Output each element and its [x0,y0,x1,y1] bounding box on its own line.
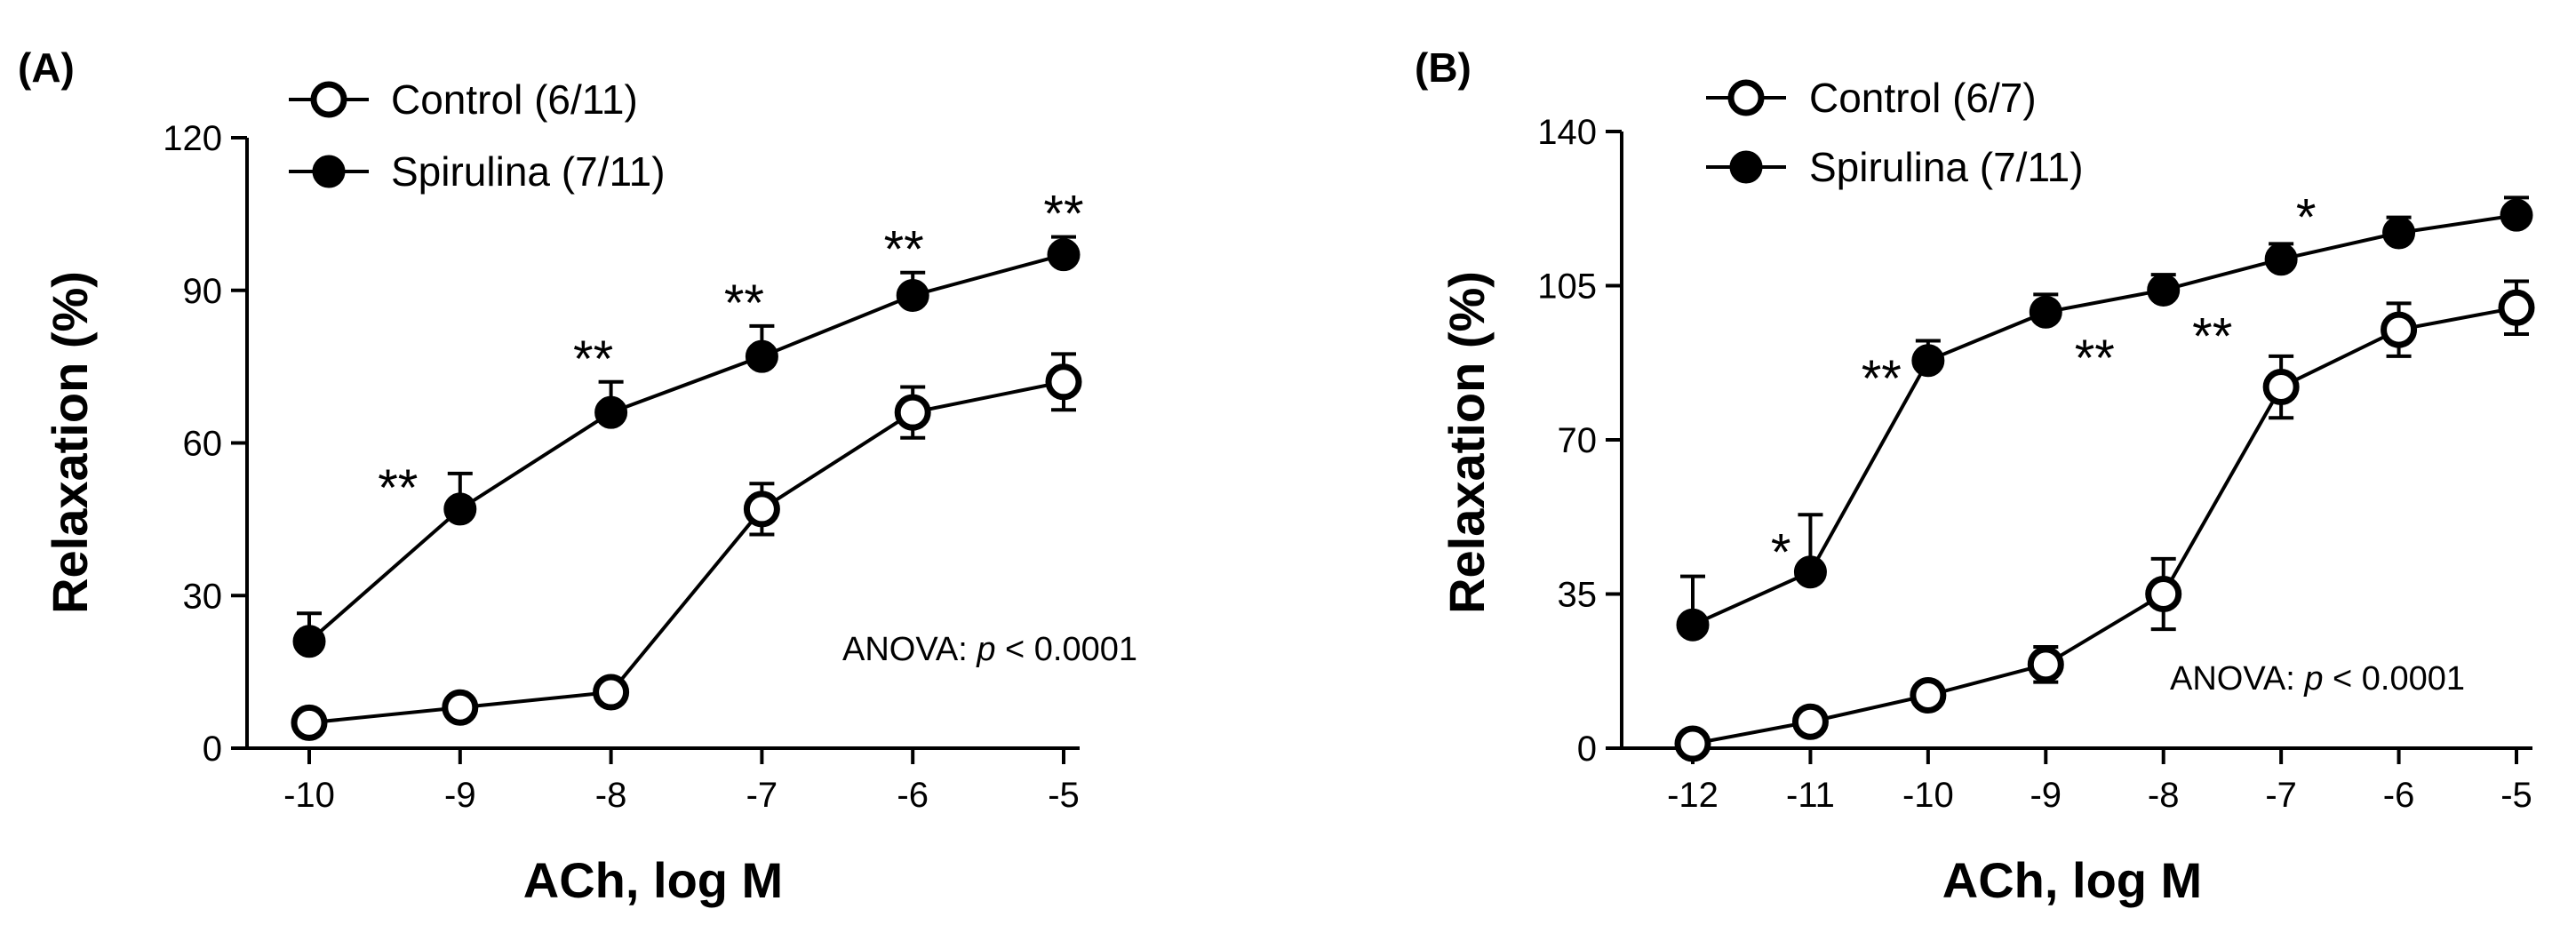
panel-b-significance-label: * [1771,524,1791,582]
panel-a-significance-label: ** [884,221,924,279]
panel-b-x-tick-label: -12 [1667,776,1719,815]
panel-a-spirulina-point [745,339,778,373]
panel-b-spirulina-series-line [1692,213,2517,627]
panel-b-y-tick-label: 105 [1537,267,1597,307]
panel-a-spirulina-point [443,492,477,526]
panel-a-control-point [743,490,780,528]
panel-a-control-point [894,394,931,431]
panel-b-anova-suffix: < 0.0001 [2323,660,2465,698]
panel-a-x-tick-label: -6 [897,776,929,815]
panel-a-anova-prefix: ANOVA: [842,631,977,668]
panel-b-x-tick-label: -10 [1902,776,1954,815]
panel-a-x-tick-label: -7 [746,776,778,815]
panel-a-chart: (A) Control (6/11) Spirulina (7/11) 0 30 6… [18,44,1137,908]
panel-a-y-tick-label: 120 [163,119,222,158]
panel-b-significance-label: ** [2192,307,2232,365]
panel-a-significance-label: ** [378,459,418,517]
panel-b-legend-spirulina-label: Spirulina (7/11) [1809,144,2084,190]
panel-b-control-point [1910,677,1947,714]
panel-b-x-tick-label: -8 [2148,776,2180,815]
panel-b-y-tick-label: 140 [1537,113,1597,152]
panel-a-x-axis-title: ACh, log M [523,852,783,908]
panel-a-significance-label: ** [573,331,613,388]
panel-b-spirulina-point [2382,216,2416,250]
panel-a-spirulina-series-line [307,252,1065,643]
panel-b-spirulina-point [1676,608,1710,642]
panel-a-y-tick-label: 90 [183,272,223,311]
panel-b-x-tick-label: -11 [1786,776,1835,815]
panel-b-control-point [1791,703,1829,740]
panel-a-anova-p: p [976,631,995,668]
panel-a-spirulina-point [594,395,628,429]
panel-a-x-tick-label: -10 [283,776,335,815]
panel-b-x-tick-label: -5 [2500,776,2532,815]
panel-b-x-tick-label: -7 [2265,776,2297,815]
panel-b-chart: (B) Control (6/7) Spirulina (7/11) 0 35 70… [1415,44,2535,908]
panel-b-spirulina-point [2264,243,2298,276]
panel-b-legend: Control (6/7) Spirulina (7/11) [1706,75,2084,190]
panel-b-y-tick-label: 0 [1577,730,1597,769]
panel-a-legend-control-label: Control (6/11) [391,76,638,123]
panel-b-control-point [1674,725,1711,762]
panel-b-control-point [2381,311,2418,348]
panel-a-y-tick-label: 30 [183,577,223,616]
panel-a-legend-spirulina-label: Spirulina (7/11) [391,148,666,195]
panel-a-legend-control-marker [310,81,347,118]
panel-a-significance-label: ** [1043,186,1083,243]
panel-a-control-point [1045,363,1082,401]
panel-a-control-point [593,674,630,711]
panel-a-x-tick-label: -8 [595,776,627,815]
panel-b-spirulina-point [2500,198,2533,232]
panel-b-control-point [2498,289,2535,326]
panel-b-control-point [2027,646,2064,683]
panel-b-anova-annotation: ANOVA: p < 0.0001 [2170,660,2465,698]
panel-b-significance-label: ** [2075,330,2115,387]
panel-a-legend-spirulina-marker [312,155,346,188]
panel-b-spirulina-point [1793,555,1827,589]
panel-b-anova-p: p [2303,660,2323,698]
panel-b-y-axis-title: Relaxation (%) [1439,271,1495,614]
panel-a-y-ticks: 0 30 60 90 120 [163,119,247,769]
panel-a-spirulina-point [896,278,929,312]
panel-a-y-axis-title: Relaxation (%) [42,271,98,614]
panel-b-spirulina-point [2147,273,2181,307]
panel-b-legend-control-marker [1727,79,1765,116]
panel-a-control-point [442,689,479,726]
panel-a-x-tick-label: -5 [1048,776,1080,815]
panel-a-spirulina-point [1047,238,1081,272]
panel-b-x-tick-label: -9 [2030,776,2062,815]
panel-a-control-point [291,704,328,741]
panel-a-anova-suffix: < 0.0001 [995,631,1137,668]
panel-b-control-point [2262,369,2300,406]
panel-b-y-ticks: 0 35 70 105 140 [1537,113,1622,769]
panel-b-control-point [2145,576,2182,612]
panel-a-x-ticks: -10 -9 -8 -7 -6 -5 [283,748,1080,815]
panel-b-x-tick-label: -6 [2383,776,2415,815]
panel-a-spirulina-point [292,625,326,658]
panel-b-y-tick-label: 70 [1558,421,1598,460]
panel-b-label: (B) [1415,44,1471,91]
panel-a-plot-area: ** ** ** ** ** [291,186,1084,741]
panel-b-legend-control-label: Control (6/7) [1809,75,2037,121]
panel-a-y-tick-label: 60 [183,425,223,464]
panel-a-significance-label: ** [724,275,764,332]
panel-b-anova-prefix: ANOVA: [2170,660,2304,698]
panel-a-label: (A) [18,44,75,91]
panel-b-x-axis-title: ACh, log M [1942,852,2202,908]
panel-a-anova-annotation: ANOVA: p < 0.0001 [842,631,1137,668]
panel-b-plot-area: *** ** *** [1674,188,2535,762]
panel-b-spirulina-point [2029,295,2062,329]
panel-b-y-tick-label: 35 [1558,576,1598,615]
panel-a-y-tick-label: 0 [203,730,222,769]
panel-b-spirulina-point [1911,344,1945,378]
panel-a-x-tick-label: -9 [444,776,476,815]
panel-b-x-ticks: -12 -11 -10 -9 -8 -7 -6 -5 [1667,748,2532,815]
panel-b-significance-label: ** [1862,350,1902,408]
panel-b-significance-label: * [2296,188,2317,246]
panel-a-control-series-line [308,379,1065,725]
panel-a-legend: Control (6/11) Spirulina (7/11) [289,76,666,195]
panel-b-legend-spirulina-marker [1729,150,1763,184]
panel-b-control-series-line [1692,306,2517,746]
